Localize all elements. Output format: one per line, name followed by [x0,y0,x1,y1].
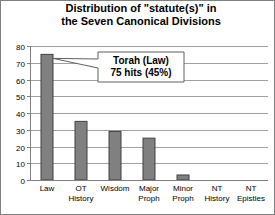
y-tick [27,147,30,148]
x-tick-label: NTHistory [205,184,230,203]
grid-line [30,180,268,181]
x-tick-label: Law [40,184,55,193]
grid-line [30,113,268,114]
y-tick [27,180,30,181]
bar [75,121,87,180]
bar [245,180,257,181]
bar [41,54,53,180]
bar [143,138,155,180]
x-tick-label: Wisdom [101,184,130,193]
y-tick [27,63,30,64]
annotation: 75 hits (45%) [110,67,171,78]
callout [53,52,184,82]
y-tick-label: 30 [16,127,25,136]
bar [177,175,189,180]
y-tick [27,46,30,47]
y-tick [27,80,30,81]
bars [41,54,189,180]
y-tick-label: 60 [16,77,25,86]
annotation: Torah (Law) [113,55,169,66]
bar [211,180,223,181]
y-tick-label: 10 [16,160,25,169]
x-tick-label: OTHistory [69,184,94,203]
y-tick [27,96,30,97]
y-tick [27,163,30,164]
y-tick-label: 80 [16,43,25,52]
grid-line [30,96,268,97]
y-tick-label: 0 [21,177,26,186]
grid-line [30,130,268,131]
title: Distribution of "statute(s)" in [66,2,217,14]
x-tick-label: MajorProph [138,184,159,203]
y-tick-label: 70 [16,60,25,69]
x-tick-label: NTEpistles [237,184,265,203]
chart-frame [1,1,275,215]
y-tick-label: 50 [16,93,25,102]
bar [109,131,121,180]
y-axis [30,46,31,180]
y-tick [27,130,30,131]
y-tick-label: 20 [16,144,25,153]
title: the Seven Canonical Divisions [61,15,221,27]
x-tick-label: MinorProph [172,184,193,203]
x-axis [30,180,268,181]
y-tick [27,113,30,114]
chart: Distribution of "statute(s)" inthe Seven… [0,0,275,215]
grid-line [30,46,268,47]
y-tick-label: 40 [16,110,25,119]
